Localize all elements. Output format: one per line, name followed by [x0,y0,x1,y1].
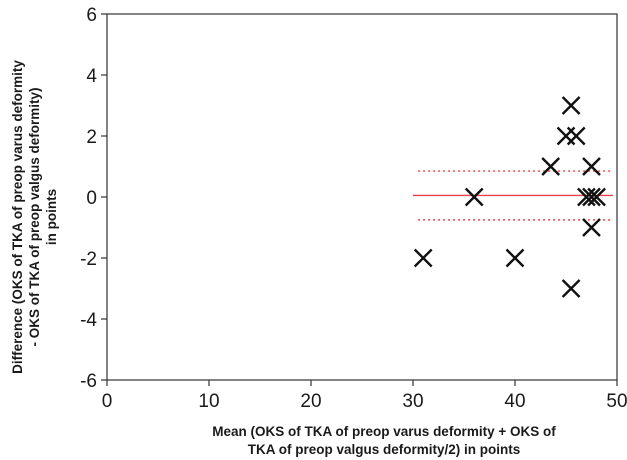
marker-stroke [561,96,581,115]
x-tick-label: 10 [198,391,219,412]
x-tick-label: 40 [504,391,525,412]
data-point-marker [556,126,576,146]
marker-stroke [505,248,525,268]
y-tick-label: -2 [80,249,97,270]
x-tick-label: 0 [102,391,113,412]
data-point-marker [582,187,601,207]
y-axis-title-line: Difference (OKS of TKA of preop varus de… [10,60,25,374]
marker-stroke [587,187,606,207]
marker-stroke [582,218,601,237]
marker-stroke [464,187,484,207]
data-point-marker [566,126,586,146]
marker-stroke [561,279,581,298]
y-axis-title-line: - OKS of TKA of preop valgus deformity) [27,87,42,346]
y-tick-label: -6 [80,371,97,392]
y-tick-label: 2 [86,127,97,148]
marker-stroke [413,248,433,268]
data-point-marker [541,157,561,176]
data-point-marker [582,218,601,237]
x-axis-title-line: TKA of preop valgus deformity/2) in poin… [248,442,521,457]
data-point-marker [587,187,606,207]
x-tick-label: 50 [606,391,627,412]
data-point-marker [464,187,484,207]
y-tick-label: -4 [80,310,97,331]
plot-area: -6 -4 -2 0 2 4 6 0 10 20 30 40 50 [80,5,627,412]
y-tick-label: 4 [86,66,97,87]
data-point-marker [582,157,601,176]
data-point-marker [505,248,525,268]
marker-stroke [582,187,601,207]
data-point-marker [561,279,581,298]
y-axis-title: Difference (OKS of TKA of preop varus de… [10,60,59,374]
y-tick-label: 0 [86,188,97,209]
data-point-marker [561,96,581,115]
x-axis-title: Mean (OKS of TKA of preop varus deformit… [212,424,556,457]
marker-stroke [582,157,601,176]
x-tick-label: 30 [402,391,423,412]
y-tick-label: 6 [86,5,97,26]
x-axis-title-line: Mean (OKS of TKA of preop varus deformit… [212,424,556,439]
marker-stroke [541,157,561,176]
plot-frame [106,13,618,381]
x-tick-label: 20 [300,391,321,412]
marker-stroke [566,126,586,146]
y-axis-title-line: in points [44,189,59,245]
data-point-marker [413,248,433,268]
